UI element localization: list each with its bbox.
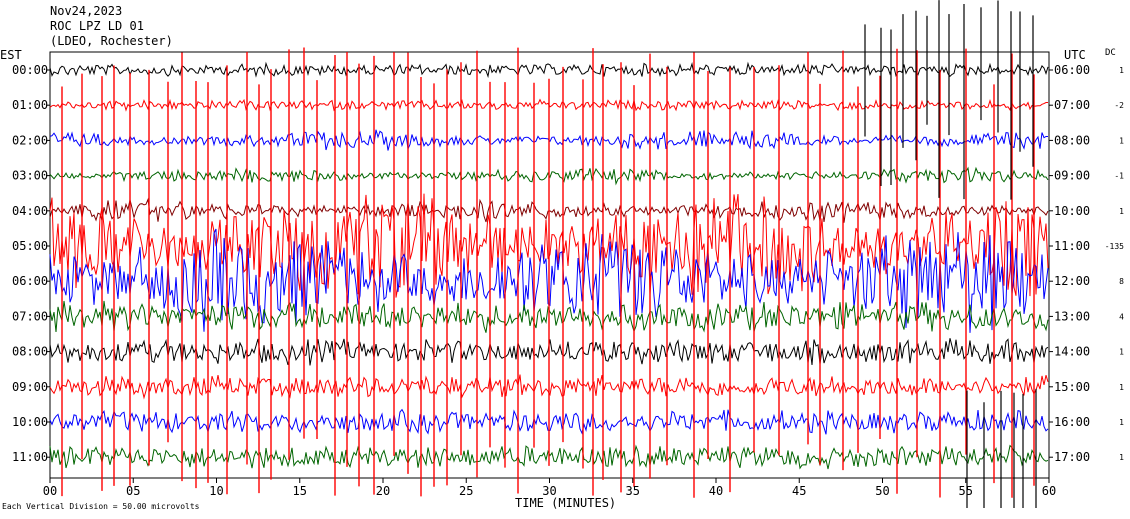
dc-value-5: -135 xyxy=(1105,242,1124,251)
x-tick-label-15: 15 xyxy=(293,484,307,498)
utc-label-8: 14:00 xyxy=(1054,345,1090,359)
utc-label-11: 17:00 xyxy=(1054,450,1090,464)
x-tick-label-40: 40 xyxy=(709,484,723,498)
est-label-10: 10:00 xyxy=(12,415,48,429)
x-tick-label-30: 30 xyxy=(542,484,556,498)
utc-label-9: 15:00 xyxy=(1054,380,1090,394)
dc-value-3: -1 xyxy=(1114,172,1124,181)
dc-value-11: 1 xyxy=(1119,453,1124,462)
dc-value-0: 1 xyxy=(1119,66,1124,75)
dc-value-9: 1 xyxy=(1119,383,1124,392)
est-label-9: 09:00 xyxy=(12,380,48,394)
trace-row-0000 xyxy=(49,61,1049,79)
x-tick-label-50: 50 xyxy=(875,484,889,498)
est-label-1: 01:00 xyxy=(12,98,48,112)
est-label-8: 08:00 xyxy=(12,345,48,359)
est-label-5: 05:00 xyxy=(12,239,48,253)
utc-label-5: 11:00 xyxy=(1054,239,1090,253)
utc-label-7: 13:00 xyxy=(1054,309,1090,323)
left-zone-label: EST xyxy=(0,48,22,62)
x-tick-label-55: 55 xyxy=(959,484,973,498)
dc-value-4: 1 xyxy=(1119,207,1124,216)
x-tick-label-00: 00 xyxy=(43,484,57,498)
dc-value-8: 1 xyxy=(1119,348,1124,357)
utc-label-1: 07:00 xyxy=(1054,98,1090,112)
right-zone-label: UTC xyxy=(1064,48,1086,62)
scale-footnote: Each Vertical Division = 50.00 microvolt… xyxy=(2,502,200,511)
x-tick-label-20: 20 xyxy=(376,484,390,498)
utc-label-10: 16:00 xyxy=(1054,415,1090,429)
utc-label-3: 09:00 xyxy=(1054,169,1090,183)
dc-value-7: 4 xyxy=(1119,312,1124,321)
est-label-7: 07:00 xyxy=(12,309,48,323)
x-tick-label-35: 35 xyxy=(626,484,640,498)
x-tick-label-25: 25 xyxy=(459,484,473,498)
est-label-4: 04:00 xyxy=(12,204,48,218)
station-label: ROC LPZ LD 01 xyxy=(50,19,144,33)
dc-value-10: 1 xyxy=(1119,418,1124,427)
utc-label-0: 06:00 xyxy=(1054,63,1090,77)
dc-value-1: -2 xyxy=(1114,101,1124,110)
est-label-6: 06:00 xyxy=(12,274,48,288)
x-axis-label: TIME (MINUTES) xyxy=(515,496,617,510)
est-label-0: 00:00 xyxy=(12,63,48,77)
est-label-2: 02:00 xyxy=(12,133,48,147)
utc-label-4: 10:00 xyxy=(1054,204,1090,218)
dc-value-6: 8 xyxy=(1119,277,1124,286)
utc-label-2: 08:00 xyxy=(1054,133,1090,147)
dc-value-2: 1 xyxy=(1119,136,1124,145)
x-tick-label-45: 45 xyxy=(792,484,806,498)
network-label: (LDEO, Rochester) xyxy=(50,34,173,48)
x-tick-label-10: 10 xyxy=(209,484,223,498)
x-tick-label-05: 05 xyxy=(126,484,140,498)
est-label-11: 11:00 xyxy=(12,450,48,464)
est-label-3: 03:00 xyxy=(12,169,48,183)
date-label: Nov24,2023 xyxy=(50,4,123,18)
x-tick-label-60: 60 xyxy=(1042,484,1056,498)
utc-label-6: 12:00 xyxy=(1054,274,1090,288)
dc-header: DC xyxy=(1105,48,1116,58)
